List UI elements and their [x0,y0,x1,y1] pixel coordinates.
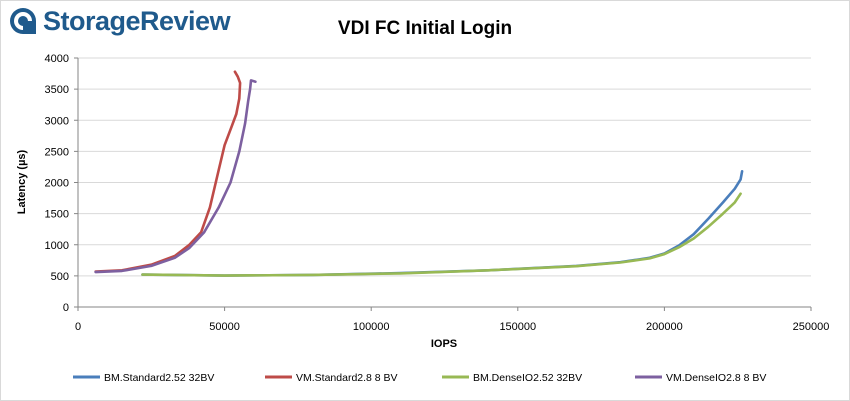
gridlines [78,57,811,277]
legend-label: BM.Standard2.52 32BV [104,372,214,384]
series-line-1 [141,170,744,277]
y-tick-label: 1500 [45,209,69,221]
axes: 0 500 1000 1500 2000 2500 3000 3500 4000 0 50000 10… [45,53,830,333]
y-tick-label: 4000 [45,53,69,65]
x-tick-label: 150000 [499,321,536,333]
y-axis-label: Latency (µs) [16,149,28,214]
x-tick-label: 50000 [209,321,240,333]
storagereview-logo: StorageReview [9,5,231,36]
x-tick-label: 100000 [353,321,390,333]
series-line-2 [94,70,242,273]
y-tick-label: 3500 [45,84,69,96]
legend-label: VM.DenseIO2.8 8 BV [666,372,766,384]
y-tick-label: 1000 [45,240,69,252]
storage-disk-icon [10,8,36,34]
x-tick-label: 0 [75,321,81,333]
y-tick-label: 2000 [45,178,69,190]
y-tick-label: 2500 [45,146,69,158]
brand-name: StorageReview [43,5,231,36]
y-tick-label: 0 [63,302,69,314]
x-tick-label: 200000 [646,321,683,333]
legend-label: VM.Standard2.8 8 BV [296,372,398,384]
x-tick-label: 250000 [793,321,830,333]
x-axis-label: IOPS [431,338,457,350]
legend-label: BM.DenseIO2.52 32BV [473,372,582,384]
series-line-4 [94,79,257,274]
series-line-3 [141,192,742,277]
y-tick-label: 500 [51,271,69,283]
series-lines [94,70,744,277]
legend: BM.Standard2.52 32BV VM.Standard2.8 8 BV B… [73,372,766,384]
y-tick-label: 3000 [45,115,69,127]
chart-title: VDI FC Initial Login [338,18,512,39]
